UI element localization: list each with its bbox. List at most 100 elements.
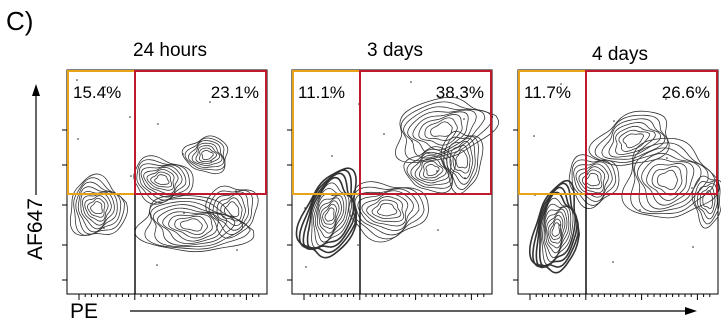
outlier-dot — [236, 249, 238, 251]
outlier-dot — [156, 264, 158, 266]
contour-line — [449, 140, 474, 180]
contour-line — [87, 197, 106, 218]
contour-line — [180, 218, 203, 232]
outlier-dot — [638, 150, 640, 152]
contour-line — [224, 201, 240, 218]
contour-line — [371, 199, 402, 220]
contour-line — [69, 173, 128, 236]
outlier-dot — [665, 98, 667, 100]
outlier-dot — [77, 138, 79, 140]
contour-line — [543, 206, 570, 259]
gate-upper-right — [134, 70, 267, 195]
contour-line — [366, 196, 405, 223]
outlier-dot — [559, 224, 561, 226]
contour-line — [538, 191, 577, 268]
quadrant-percent-upper-right: 26.6% — [662, 83, 710, 102]
contour-line — [73, 177, 125, 236]
contour-line — [144, 198, 251, 250]
contour-line — [136, 159, 190, 203]
contour-line — [581, 169, 603, 190]
quadrant-percent-upper-left: 11.7% — [524, 83, 571, 102]
plot-title-3-days: 3 days — [367, 40, 423, 61]
contour-line — [440, 130, 484, 195]
outlier-dot — [691, 187, 693, 189]
plot-title-24-hours: 24 hours — [133, 40, 207, 61]
contour-line — [696, 182, 718, 220]
contour-line — [568, 154, 620, 209]
contour-line — [324, 207, 335, 222]
contour-line — [588, 110, 670, 166]
outlier-dot — [157, 123, 159, 125]
quadrant-percent-upper-left: 15.4% — [73, 83, 121, 102]
y-axis-arrow-head — [32, 84, 40, 96]
contour-line — [608, 122, 662, 158]
contour-line — [615, 125, 656, 156]
contour-line — [298, 169, 358, 254]
outlier-dot — [383, 133, 385, 135]
contour-line — [630, 142, 716, 215]
contour-line — [322, 203, 337, 225]
contour-line — [191, 142, 223, 167]
outlier-dot — [560, 83, 562, 85]
contour-line — [316, 195, 345, 239]
contour-line — [140, 165, 183, 198]
contour-line — [637, 152, 702, 210]
outlier-dot — [331, 155, 333, 157]
outlier-dot — [330, 96, 332, 98]
contour-line — [201, 149, 214, 161]
contour-line — [146, 169, 175, 191]
outlier-dot — [305, 266, 307, 268]
outlier-dot — [130, 175, 132, 177]
outlier-dot — [103, 227, 105, 229]
contour-line — [400, 101, 494, 162]
contour-line — [651, 165, 683, 196]
contour-line — [212, 191, 250, 231]
outlier-dot — [183, 212, 185, 214]
contour-line — [354, 188, 420, 236]
outlier-dot — [612, 261, 614, 263]
outlier-dot — [692, 246, 694, 248]
contour-line — [77, 186, 118, 233]
contour-line — [187, 140, 225, 168]
quadrant-percent-upper-right: 23.1% — [211, 83, 259, 102]
contour-line — [174, 215, 209, 235]
plot-frame — [66, 69, 268, 295]
contour-line — [578, 166, 606, 194]
contour-line — [532, 182, 580, 268]
outlier-dot — [666, 157, 668, 159]
contour-line — [594, 114, 669, 163]
contour-line — [549, 218, 562, 240]
contour-line — [455, 149, 468, 169]
contour-line — [143, 166, 179, 195]
outlier-dot — [410, 81, 412, 83]
outlier-dot — [357, 244, 359, 246]
contour-line — [162, 211, 219, 242]
x-axis-label: PE — [70, 300, 99, 323]
outlier-dot — [533, 135, 535, 137]
outlier-dot — [182, 153, 184, 155]
contour-line — [403, 106, 486, 159]
contour-line — [528, 179, 581, 274]
contour-line — [601, 118, 666, 160]
contour-line — [184, 137, 226, 171]
outlier-dot — [639, 209, 641, 211]
outlier-dot — [436, 170, 438, 172]
contour-line — [220, 197, 243, 222]
outlier-dot — [76, 79, 78, 81]
contour-line — [205, 185, 259, 239]
contour-line — [181, 135, 229, 175]
outlier-dot — [209, 101, 211, 103]
contour-line — [295, 167, 357, 259]
contour-line — [84, 195, 109, 222]
outlier-dot — [613, 120, 615, 122]
contour-line — [573, 161, 613, 202]
contour-line — [699, 186, 716, 215]
contour-line — [90, 201, 103, 215]
outlier-dot — [210, 160, 212, 162]
contour-line — [657, 169, 678, 191]
contour-line — [702, 190, 714, 209]
gate-upper-right — [585, 70, 718, 195]
contour-line — [551, 222, 560, 237]
contour-line — [150, 171, 173, 188]
contour-line — [618, 129, 651, 152]
